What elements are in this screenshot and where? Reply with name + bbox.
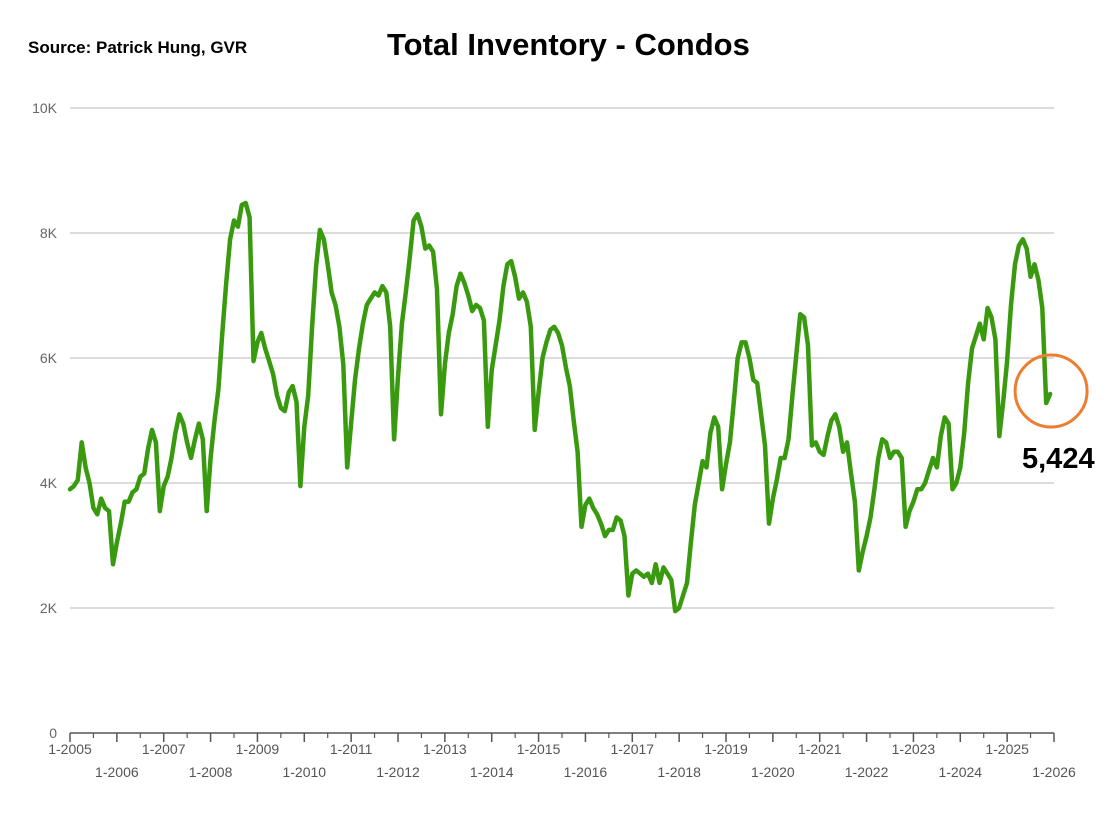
x-tick-label: 1-2009	[236, 741, 280, 757]
x-tick-label: 1-2005	[48, 741, 92, 757]
highlight-circle	[1013, 353, 1089, 429]
x-tick-label: 1-2006	[95, 764, 139, 780]
x-tick-label: 1-2025	[985, 741, 1029, 757]
plot-area	[67, 200, 1089, 614]
y-tick-label: 10K	[32, 100, 58, 116]
y-tick-label: 2K	[40, 600, 58, 616]
x-tick-label: 1-2017	[610, 741, 654, 757]
y-tick-label: 6K	[40, 350, 58, 366]
chart-title: Total Inventory - Condos	[387, 27, 750, 62]
x-tick-label: 1-2020	[751, 764, 795, 780]
x-tick-label: 1-2014	[470, 764, 514, 780]
x-tick-label: 1-2013	[423, 741, 467, 757]
x-tick-label: 1-2026	[1032, 764, 1076, 780]
y-tick-label: 8K	[40, 225, 58, 241]
x-tick-label: 1-2023	[892, 741, 936, 757]
x-tick-label: 1-2008	[189, 764, 233, 780]
x-tick-label: 1-2021	[798, 741, 842, 757]
x-tick-label: 1-2018	[657, 764, 701, 780]
x-axis: 1-20051-20061-20071-20081-20091-20101-20…	[48, 732, 1076, 780]
latest-value-callout: 5,424	[1022, 443, 1095, 475]
series-line	[67, 200, 1053, 614]
y-tick-label: 4K	[40, 475, 58, 491]
x-tick-label: 1-2022	[845, 764, 889, 780]
source-note: Source: Patrick Hung, GVR	[28, 38, 248, 57]
y-axis: 0 2K 4K 6K 8K 10K	[32, 100, 58, 741]
x-tick-label: 1-2024	[938, 764, 982, 780]
x-tick-label: 1-2016	[564, 764, 608, 780]
y-tick-label: 0	[49, 725, 57, 741]
x-tick-label: 1-2012	[376, 764, 420, 780]
x-tick-label: 1-2015	[517, 741, 561, 757]
x-tick-label: 1-2011	[330, 741, 373, 757]
x-tick-label: 1-2019	[704, 741, 748, 757]
x-tick-label: 1-2007	[142, 741, 186, 757]
x-tick-label: 1-2010	[282, 764, 326, 780]
